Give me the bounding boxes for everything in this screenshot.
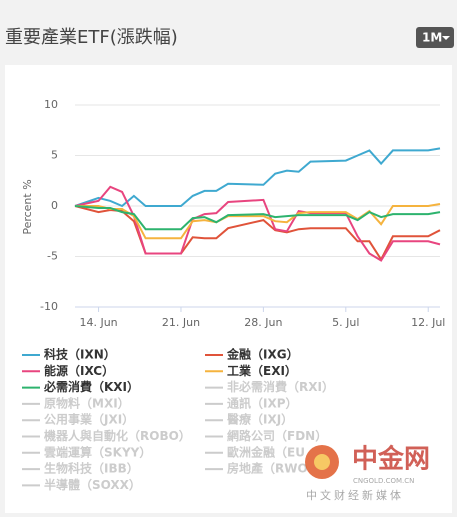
series-line bbox=[74, 147, 441, 208]
series-line bbox=[74, 185, 441, 262]
y-tick-label: 5 bbox=[51, 149, 58, 162]
legend-label[interactable]: 能源（IXC） bbox=[44, 363, 114, 378]
watermark: 中金网 CNGOLD.COM.CN 中文财经新媒体 bbox=[305, 444, 430, 502]
watermark-url: CNGOLD.COM.CN bbox=[353, 477, 414, 485]
x-tick-label: 5. Jul bbox=[332, 316, 359, 329]
x-tick-label: 21. Jun bbox=[162, 316, 200, 329]
legend-label[interactable]: 工業（EXI） bbox=[227, 363, 297, 378]
legend-label[interactable]: 機器人與自動化（ROBO） bbox=[44, 428, 191, 443]
legend-label[interactable]: 雲端運算（SKYY） bbox=[44, 444, 151, 459]
legend-label[interactable]: 金融（IXG） bbox=[226, 347, 299, 362]
legend-label[interactable]: 通訊（IXP） bbox=[227, 395, 298, 410]
range-button[interactable] bbox=[416, 27, 454, 48]
y-tick-label: 0 bbox=[51, 199, 58, 212]
watermark-slogan: 中文财经新媒体 bbox=[306, 488, 404, 502]
y-axis-label: Percent % bbox=[21, 179, 34, 234]
y-tick-label: 10 bbox=[44, 98, 58, 111]
legend-label[interactable]: 公用事業（JXI） bbox=[44, 412, 134, 427]
series-line bbox=[74, 205, 441, 231]
x-tick-label: 12. Jul bbox=[411, 316, 445, 329]
x-tick-label: 14. Jun bbox=[79, 316, 117, 329]
legend-label[interactable]: 非必需消費（RXI） bbox=[227, 379, 334, 394]
legend-label[interactable]: 必需消費（KXI） bbox=[43, 379, 139, 394]
range-label[interactable]: 1M bbox=[422, 31, 442, 45]
x-tick-label: 28. Jun bbox=[244, 316, 282, 329]
y-tick-label: -5 bbox=[47, 250, 58, 263]
legend-label[interactable]: 房地產（RWO bbox=[227, 461, 308, 476]
legend-label[interactable]: 網路公司（FDN） bbox=[227, 428, 327, 443]
page-title: 重要產業ETF(漲跌幅) bbox=[5, 27, 178, 48]
legend-label[interactable]: 生物科技（IBB） bbox=[44, 461, 139, 476]
legend-label[interactable]: 原物料（MXI） bbox=[44, 395, 130, 410]
series-line bbox=[74, 205, 441, 262]
legend-label[interactable]: 半導體（SOXX） bbox=[44, 477, 141, 492]
watermark-name: 中金网 bbox=[352, 444, 430, 475]
y-tick-label: -10 bbox=[40, 300, 58, 313]
legend-label[interactable]: 科技（IXN） bbox=[44, 347, 116, 362]
card bbox=[5, 65, 452, 513]
watermark-logo-inner bbox=[314, 454, 330, 470]
caret[interactable] bbox=[442, 36, 450, 40]
legend-label[interactable]: 醫療（IXJ） bbox=[227, 412, 293, 427]
legend-label[interactable]: 歐洲金融（EU bbox=[227, 444, 305, 459]
